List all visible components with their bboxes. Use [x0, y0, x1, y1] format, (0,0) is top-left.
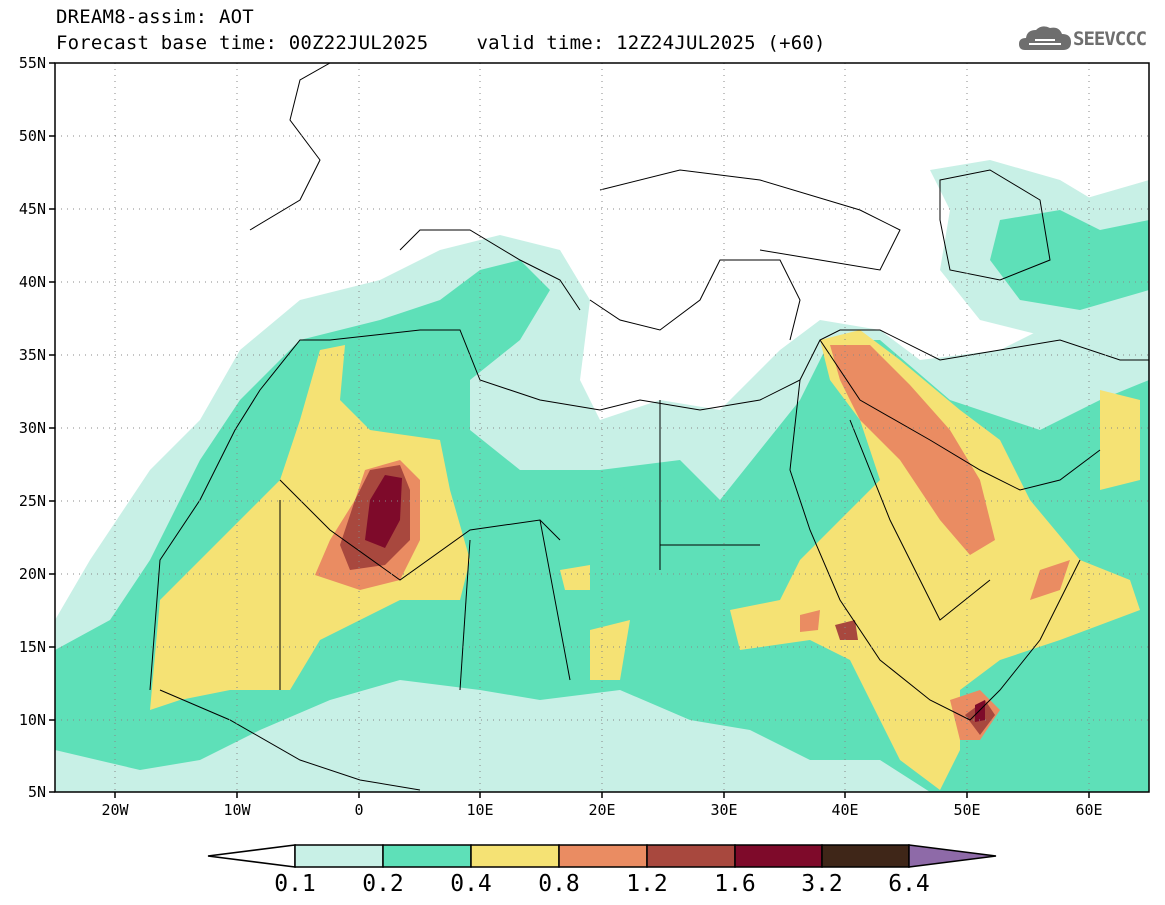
- colorbar-segment: [207, 844, 296, 868]
- lat-label: 15N: [19, 638, 46, 656]
- gridlines: [55, 63, 1149, 792]
- lat-label: 45N: [19, 200, 46, 218]
- colorbar-label: 0.8: [538, 871, 580, 897]
- lon-axis: 20W 10W 0 10E 20E 30E 40E 50E 60E: [101, 792, 1103, 819]
- colorbar-label: 6.4: [888, 871, 930, 897]
- lon-label: 0: [354, 801, 363, 819]
- lat-label: 25N: [19, 492, 46, 510]
- forecast-base-time: Forecast base time: 00Z22JUL2025: [56, 32, 429, 54]
- map-title: DREAM8-assim: AOT: [56, 6, 254, 28]
- colorbar-segment: [470, 844, 560, 868]
- lat-axis: 55N 50N 45N 40N 35N 30N 25N 20N 15N 10N …: [19, 54, 55, 801]
- colorbar-segment: [382, 844, 472, 868]
- lat-label: 50N: [19, 127, 46, 145]
- colorbar-label: 0.4: [450, 871, 492, 897]
- lat-label: 5N: [28, 783, 46, 801]
- colorbar-segment: [646, 844, 736, 868]
- colorbar-segment: [734, 844, 823, 868]
- colorbar-label: 0.1: [274, 871, 316, 897]
- lon-label: 40E: [831, 801, 858, 819]
- aot-level-1.6: [365, 475, 985, 722]
- colorbar-label: 1.6: [714, 871, 756, 897]
- lon-label: 10E: [466, 801, 493, 819]
- time-info: Forecast base time: 00Z22JUL2025 valid ti…: [56, 32, 826, 54]
- lon-label: 60E: [1075, 801, 1102, 819]
- colorbar-labels: 0.1 0.2 0.4 0.8 1.2 1.6 3.2 6.4: [274, 871, 930, 897]
- colorbar-label: 3.2: [801, 871, 843, 897]
- seevccc-logo: SEEVCCC: [1017, 20, 1151, 56]
- colorbar: [207, 844, 997, 868]
- aot-field: [55, 63, 1149, 792]
- lat-label: 55N: [19, 54, 46, 72]
- colorbar-label: 1.2: [626, 871, 668, 897]
- colorbar-segment: [908, 844, 997, 868]
- lon-label: 20W: [101, 801, 129, 819]
- lat-label: 10N: [19, 711, 46, 729]
- logo-text: SEEVCCC: [1073, 28, 1147, 50]
- lat-label: 30N: [19, 419, 46, 437]
- lon-label: 20E: [588, 801, 615, 819]
- lat-label: 35N: [19, 346, 46, 364]
- lon-label: 30E: [710, 801, 737, 819]
- colorbar-segment: [558, 844, 648, 868]
- aot-level-0.4: [150, 330, 1140, 790]
- colorbar-label: 0.2: [362, 871, 404, 897]
- colorbar-segment: [294, 844, 384, 868]
- cloud-icon: [1019, 26, 1071, 50]
- lat-label: 20N: [19, 565, 46, 583]
- coastlines: [149, 63, 1149, 791]
- valid-time: valid time: 12Z24JUL2025 (+60): [476, 32, 826, 54]
- lon-label: 50E: [953, 801, 980, 819]
- lat-label: 40N: [19, 273, 46, 291]
- colorbar-segment: [821, 844, 910, 868]
- lon-label: 10W: [223, 801, 251, 819]
